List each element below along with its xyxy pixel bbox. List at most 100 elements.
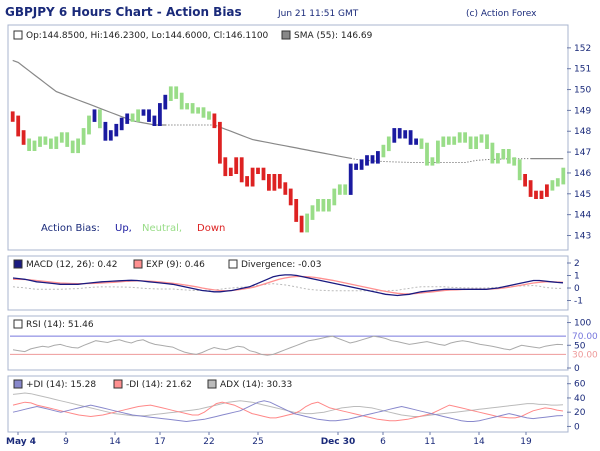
price-bar <box>354 163 358 170</box>
sma-line <box>219 126 351 159</box>
price-bar <box>76 138 80 154</box>
price-ytick-label: 145 <box>574 190 591 200</box>
price-bar <box>272 174 277 191</box>
x-axis-label: 22 <box>203 437 214 447</box>
price-bar <box>403 130 408 139</box>
price-bar <box>512 157 517 166</box>
price-bar <box>397 128 402 139</box>
macd-ytick-label: 0 <box>574 284 580 294</box>
price-bar <box>457 132 462 143</box>
price-bar <box>550 180 555 191</box>
price-bar <box>207 111 211 120</box>
price-bar <box>517 159 522 181</box>
sma-line <box>12 59 166 126</box>
price-panel <box>7 24 569 251</box>
price-bar <box>103 121 108 141</box>
price-bar <box>299 215 304 233</box>
price-bar <box>386 136 391 152</box>
divergence-legend-swatch <box>228 259 238 269</box>
price-bar <box>98 109 102 129</box>
bias-legend-up: Up, <box>115 223 132 234</box>
price-bar <box>452 136 457 145</box>
x-axis-label: 11 <box>424 437 435 447</box>
adx-panel <box>7 375 569 433</box>
price-bar <box>392 128 397 143</box>
price-bar <box>114 123 119 137</box>
macd-line <box>12 274 564 297</box>
minus-di-legend: -DI (14): 21.62 <box>126 380 192 390</box>
price-ytick-label: 151 <box>574 65 591 75</box>
price-bar <box>283 182 288 195</box>
price-ytick-label: 146 <box>574 169 591 179</box>
adx-ytick-label: 20 <box>574 408 586 418</box>
price-bar <box>501 149 506 160</box>
price-bar <box>430 157 435 166</box>
price-bar <box>256 167 260 174</box>
price-ytick-label: 152 <box>574 44 591 54</box>
timestamp: Jun 21 11:51 GMT <box>277 9 359 19</box>
rsi-ref-label-70: 70.00 <box>572 332 598 342</box>
price-bar <box>534 190 538 199</box>
price-bar <box>305 213 309 233</box>
sma-dotted-line <box>350 157 531 163</box>
price-bar <box>474 136 478 149</box>
ohlc-legend-swatch <box>13 30 23 40</box>
macd-ytick-label: -1 <box>574 297 583 307</box>
price-bar <box>212 113 217 129</box>
price-bar <box>365 155 369 166</box>
macd-ytick-label: 1 <box>574 272 580 282</box>
price-bar <box>21 130 26 145</box>
bias-legend-label: Action Bias: <box>41 223 100 234</box>
x-axis-label: 17 <box>154 437 165 447</box>
rsi-ytick-label: 0 <box>574 364 580 374</box>
price-bar <box>196 107 200 114</box>
ohlc-legend: Op:144.8500, Hi:146.2300, Lo:144.6000, C… <box>26 31 269 41</box>
sma-legend: SMA (55): 146.69 <box>294 31 373 41</box>
macd-legend: MACD (12, 26): 0.42 <box>26 260 117 270</box>
divergence-legend: Divergence: -0.03 <box>241 260 321 270</box>
price-ytick-label: 144 <box>574 211 591 221</box>
price-bar <box>185 103 189 110</box>
price-bar <box>158 103 162 126</box>
adx-legend: ADX (14): 30.33 <box>220 380 292 390</box>
price-bar <box>310 205 315 220</box>
rsi-legend-swatch <box>13 319 23 329</box>
price-bar <box>43 136 48 145</box>
bias-legend-neutral: Neutral, <box>142 223 182 234</box>
price-bar <box>87 115 91 135</box>
price-bar <box>370 155 375 164</box>
x-axis-label: Dec 30 <box>321 437 356 447</box>
price-bar <box>463 132 467 143</box>
price-bar <box>359 159 364 170</box>
price-bar <box>539 190 544 199</box>
price-bar <box>321 199 326 212</box>
rsi-ytick-label: 100 <box>574 319 591 329</box>
price-bar <box>555 178 560 187</box>
price-bar <box>490 142 495 164</box>
price-bar <box>419 138 424 149</box>
price-bar <box>27 138 31 151</box>
price-bar <box>179 92 184 110</box>
price-bar <box>136 109 140 122</box>
price-bar <box>239 157 244 183</box>
x-axis-label: 25 <box>252 437 263 447</box>
price-ytick-label: 148 <box>574 127 591 137</box>
macd-legend-swatch <box>13 259 23 269</box>
price-bar <box>408 130 413 145</box>
sma-legend-swatch <box>281 30 291 40</box>
copyright: (c) Action Forex <box>466 9 537 19</box>
price-bar <box>218 121 222 164</box>
x-axis-label: May 4 <box>6 437 36 447</box>
price-bar <box>168 86 173 101</box>
adx-legend-swatch <box>207 379 217 389</box>
price-bar <box>496 153 500 164</box>
price-bar <box>174 86 179 99</box>
price-ytick-label: 147 <box>574 148 591 158</box>
plus-di-line <box>12 400 564 423</box>
price-bar <box>468 136 473 149</box>
price-bar <box>523 174 527 187</box>
price-bar <box>332 188 337 206</box>
x-axis-label: 6 <box>380 437 386 447</box>
rsi-ref-label-30: 30.00 <box>572 350 598 360</box>
